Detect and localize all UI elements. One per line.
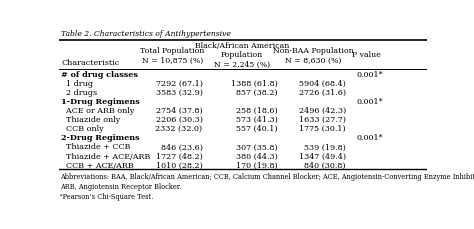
Text: CCB + ACE/ARB: CCB + ACE/ARB — [61, 161, 134, 169]
Text: ᵃPearson’s Chi-Square Test.: ᵃPearson’s Chi-Square Test. — [60, 193, 154, 201]
Text: 2496 (42.3): 2496 (42.3) — [299, 106, 346, 114]
Text: Black/African American
Population
N = 2,245 (%): Black/African American Population N = 2,… — [195, 41, 289, 69]
Text: 380 (44.3): 380 (44.3) — [236, 152, 278, 160]
Text: 2206 (30.3): 2206 (30.3) — [155, 116, 202, 124]
Text: 170 (19.8): 170 (19.8) — [236, 161, 278, 169]
Text: 2754 (37.8): 2754 (37.8) — [156, 106, 202, 114]
Text: 1010 (28.2): 1010 (28.2) — [155, 161, 202, 169]
Text: 5904 (68.4): 5904 (68.4) — [299, 79, 346, 87]
Text: Non-BAA Population
N = 8,630 (%): Non-BAA Population N = 8,630 (%) — [273, 46, 354, 64]
Text: 7292 (67.1): 7292 (67.1) — [155, 79, 202, 87]
Text: 0.001*: 0.001* — [357, 98, 383, 106]
Text: 1633 (27.7): 1633 (27.7) — [299, 116, 346, 124]
Text: 840 (30.8): 840 (30.8) — [304, 161, 346, 169]
Text: Abbreviations: BAA, Black/African American; CCB, Calcium Channel Blocker; ACE, A: Abbreviations: BAA, Black/African Americ… — [60, 172, 474, 180]
Text: CCB only: CCB only — [61, 125, 104, 133]
Text: 2332 (32.0): 2332 (32.0) — [155, 125, 202, 133]
Text: Thiazide + CCB: Thiazide + CCB — [61, 143, 130, 151]
Text: P value: P value — [352, 51, 381, 59]
Text: 0.001*: 0.001* — [357, 70, 383, 78]
Text: 557 (40.1): 557 (40.1) — [236, 125, 278, 133]
Text: 0.001*: 0.001* — [357, 134, 383, 142]
Text: 258 (18.6): 258 (18.6) — [236, 106, 278, 114]
Text: 2726 (31.6): 2726 (31.6) — [299, 88, 346, 96]
Text: ACE or ARB only: ACE or ARB only — [61, 106, 135, 114]
Text: Characteristic: Characteristic — [61, 59, 119, 67]
Text: 2 drugs: 2 drugs — [61, 88, 97, 96]
Text: 2-Drug Regimens: 2-Drug Regimens — [61, 134, 139, 142]
Text: Total Population
N = 10,875 (%): Total Population N = 10,875 (%) — [140, 46, 204, 64]
Text: 539 (19.8): 539 (19.8) — [304, 143, 346, 151]
Text: 1-Drug Regimens: 1-Drug Regimens — [61, 98, 140, 106]
Text: Thiazide only: Thiazide only — [61, 116, 120, 124]
Text: 1347 (49.4): 1347 (49.4) — [299, 152, 346, 160]
Text: 857 (38.2): 857 (38.2) — [236, 88, 278, 96]
Text: 3583 (32.9): 3583 (32.9) — [155, 88, 202, 96]
Text: Thiazide + ACE/ARB: Thiazide + ACE/ARB — [61, 152, 150, 160]
Text: ARB, Angiotensin Receptor Blocker.: ARB, Angiotensin Receptor Blocker. — [60, 182, 182, 190]
Text: # of drug classes: # of drug classes — [61, 70, 138, 78]
Text: 846 (23.6): 846 (23.6) — [161, 143, 202, 151]
Text: 1 drug: 1 drug — [61, 79, 93, 87]
Text: 1388 (61.8): 1388 (61.8) — [231, 79, 278, 87]
Text: 1775 (30.1): 1775 (30.1) — [299, 125, 346, 133]
Text: Table 2. Characteristics of Antihypertensive: Table 2. Characteristics of Antihyperten… — [61, 30, 231, 38]
Text: 307 (35.8): 307 (35.8) — [236, 143, 278, 151]
Text: 1727 (48.2): 1727 (48.2) — [155, 152, 202, 160]
Text: 573 (41.3): 573 (41.3) — [236, 116, 278, 124]
